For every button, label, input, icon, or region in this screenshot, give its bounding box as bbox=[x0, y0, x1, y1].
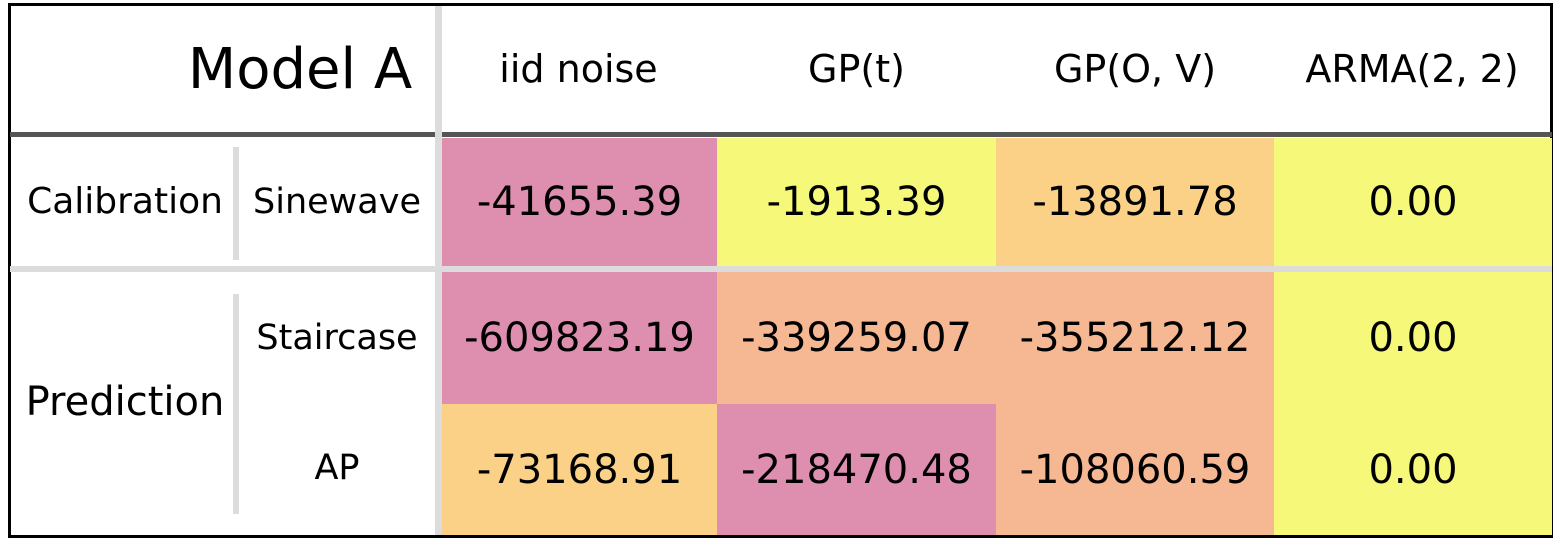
cell-sinewave-arma-2-2: 0.00 bbox=[1274, 138, 1552, 266]
column-header-arma: ARMA(2, 2) bbox=[1305, 47, 1519, 91]
table-title: Model A bbox=[187, 36, 413, 102]
group-label-prediction: Prediction bbox=[25, 379, 225, 425]
column-header-gp-t: GP(t) bbox=[808, 47, 905, 91]
cell-sinewave-gp-t: -1913.39 bbox=[717, 138, 996, 266]
row-label-ap: AP bbox=[314, 448, 360, 488]
cell-ap-iid-noise: -73168.91 bbox=[442, 404, 717, 535]
cell-sinewave-iid-noise: -41655.39 bbox=[442, 138, 717, 266]
cell-sinewave-gp-o-v: -13891.78 bbox=[996, 138, 1274, 266]
group-separator bbox=[10, 266, 1552, 272]
header-separator bbox=[10, 132, 1552, 137]
label-column-separator bbox=[435, 6, 442, 535]
cell-ap-gp-t: -218470.48 bbox=[717, 404, 996, 535]
cell-staircase-arma-2-2: 0.00 bbox=[1274, 272, 1552, 404]
cell-ap-gp-o-v: -108060.59 bbox=[996, 404, 1274, 535]
cell-staircase-gp-o-v: -355212.12 bbox=[996, 272, 1274, 404]
column-header-gp-ov: GP(O, V) bbox=[1053, 47, 1217, 91]
column-header-iid-noise: iid noise bbox=[499, 47, 658, 91]
prediction-group-bracket bbox=[233, 294, 239, 514]
row-label-sinewave: Sinewave bbox=[253, 182, 421, 222]
calibration-group-bracket bbox=[233, 147, 239, 260]
cell-staircase-gp-t: -339259.07 bbox=[717, 272, 996, 404]
cell-staircase-iid-noise: -609823.19 bbox=[442, 272, 717, 404]
row-label-staircase: Staircase bbox=[256, 318, 418, 358]
cell-ap-arma-2-2: 0.00 bbox=[1274, 404, 1552, 535]
group-label-calibration: Calibration bbox=[27, 180, 223, 222]
